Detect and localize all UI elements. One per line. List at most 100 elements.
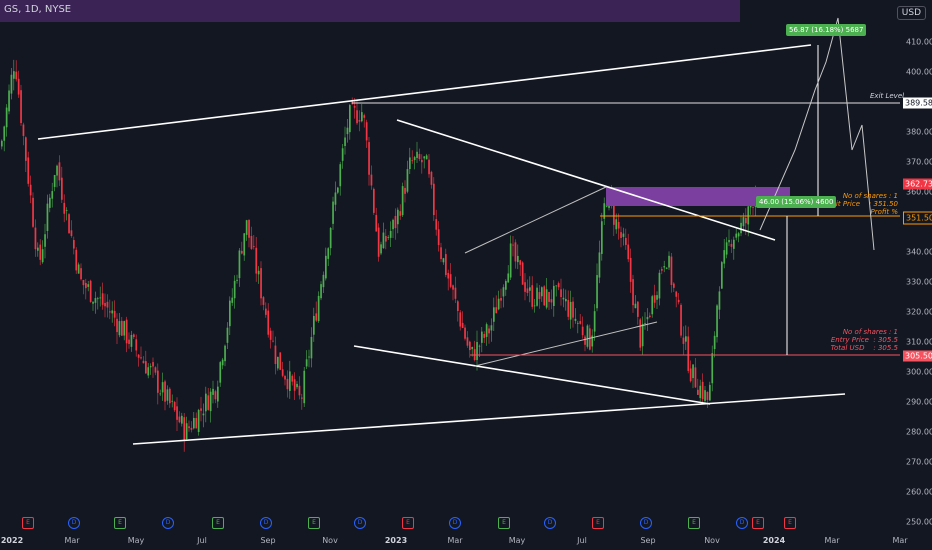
indicator-banner xyxy=(0,0,740,22)
earnings-dividend-event-icon[interactable]: D xyxy=(736,517,748,529)
candle-body xyxy=(569,301,572,320)
candle-body xyxy=(723,250,726,264)
candle-body xyxy=(310,336,313,359)
candle-body xyxy=(238,250,241,279)
candle-body xyxy=(622,233,625,237)
candle-body xyxy=(543,286,546,306)
candle-body xyxy=(670,256,673,285)
candle-body xyxy=(315,313,318,321)
candle-body xyxy=(632,279,634,306)
candle-body xyxy=(385,236,387,242)
earnings-dividend-event-icon[interactable]: E xyxy=(592,517,604,529)
candle-body xyxy=(752,206,754,208)
candle-body xyxy=(485,324,488,337)
candle-body xyxy=(341,148,344,161)
exit-level-label: Exit Level xyxy=(870,92,905,100)
time-tick: Mar xyxy=(824,536,840,545)
candle-body xyxy=(471,346,474,350)
candle-body xyxy=(589,328,591,350)
candle-body xyxy=(457,301,459,311)
candle-body xyxy=(562,297,565,300)
candle-body xyxy=(82,279,85,286)
candle-body xyxy=(617,222,620,229)
price-axis[interactable]: 410.00400.00390.00380.00370.00360.00350.… xyxy=(900,0,932,530)
candle-body xyxy=(356,110,358,124)
price-tick: 380.00 xyxy=(906,127,932,137)
earnings-dividend-event-icon[interactable]: D xyxy=(162,517,174,529)
candle-body xyxy=(411,160,414,162)
price-tick: 310.00 xyxy=(906,337,932,347)
candle-body xyxy=(8,90,10,112)
earnings-dividend-event-icon[interactable]: E xyxy=(752,517,764,529)
candle-body xyxy=(629,257,632,282)
candle-body xyxy=(346,127,349,135)
candle-body xyxy=(418,154,421,160)
candle-body xyxy=(308,356,310,358)
candle-body xyxy=(725,242,728,255)
candle-body xyxy=(219,362,222,383)
earnings-dividend-event-icon[interactable]: E xyxy=(308,517,320,529)
time-tick: May xyxy=(508,536,526,545)
candle-body xyxy=(248,219,250,238)
entry-info: No of shares : 1 Entry Price : 305.5 Tot… xyxy=(830,328,898,352)
candle-body xyxy=(130,334,133,347)
earnings-dividend-event-icon[interactable]: E xyxy=(784,517,796,529)
candle-body xyxy=(121,320,123,336)
candle-body xyxy=(620,232,622,238)
candle-body xyxy=(207,395,210,410)
currency-label[interactable]: USD xyxy=(896,6,926,20)
candle-body xyxy=(637,301,639,317)
earnings-dividend-event-icon[interactable]: D xyxy=(260,517,272,529)
candle-body xyxy=(711,353,714,384)
candle-body xyxy=(586,325,589,347)
measure-mid-label[interactable]: 46.00 (15.06%) 4600 xyxy=(756,196,837,208)
candle-body xyxy=(188,426,190,429)
earnings-dividend-event-icon[interactable]: E xyxy=(498,517,510,529)
candle-body xyxy=(661,269,663,271)
candle-body xyxy=(202,413,205,416)
earnings-dividend-event-icon[interactable]: D xyxy=(544,517,556,529)
candle-body xyxy=(389,230,392,238)
time-tick: May xyxy=(127,536,145,545)
earnings-dividend-event-icon[interactable]: D xyxy=(68,517,80,529)
earnings-dividend-event-icon[interactable]: E xyxy=(688,517,700,529)
time-tick: Sep xyxy=(640,536,656,545)
candle-body xyxy=(243,233,246,256)
candle-body xyxy=(298,385,301,396)
candle-body xyxy=(51,191,54,199)
candle-body xyxy=(574,318,577,321)
time-tick: Mar xyxy=(64,536,80,545)
candle-body xyxy=(469,341,471,351)
earnings-dividend-event-icon[interactable]: D xyxy=(449,517,461,529)
earnings-dividend-event-icon[interactable]: E xyxy=(402,517,414,529)
earnings-dividend-event-icon[interactable]: D xyxy=(354,517,366,529)
candle-body xyxy=(550,299,553,303)
earnings-dividend-event-icon[interactable]: E xyxy=(22,517,34,529)
candle-body xyxy=(245,220,248,235)
candle-body xyxy=(730,243,733,247)
candle-body xyxy=(269,330,272,340)
earnings-dividend-event-icon[interactable]: E xyxy=(212,517,224,529)
candle-body xyxy=(713,335,716,350)
candle-body xyxy=(653,295,656,303)
time-axis[interactable]: 2022 Mar May Jul Sep Nov 2023 Mar May Jul Sep Nov 20… xyxy=(0,530,932,550)
symbol-label[interactable]: GS, 1D, NYSE xyxy=(4,4,72,15)
price-tick: 250.00 xyxy=(906,517,932,527)
candle-body xyxy=(740,222,742,234)
candle-body xyxy=(329,227,332,249)
candle-body xyxy=(541,287,543,297)
candle-body xyxy=(284,376,286,380)
candle-body xyxy=(56,165,58,176)
earnings-dividend-event-icon[interactable]: E xyxy=(114,517,126,529)
earnings-dividend-event-icon[interactable]: D xyxy=(640,517,652,529)
candle-body xyxy=(267,310,270,335)
candle-body xyxy=(603,203,606,219)
measure-top-label[interactable]: 56.87 (16.18%) 5687 xyxy=(786,24,867,36)
candle-body xyxy=(41,249,44,263)
candle-body xyxy=(447,272,450,279)
candle-body xyxy=(709,384,711,401)
candle-body xyxy=(440,247,442,260)
candle-body xyxy=(15,71,18,80)
candle-body xyxy=(118,321,121,336)
